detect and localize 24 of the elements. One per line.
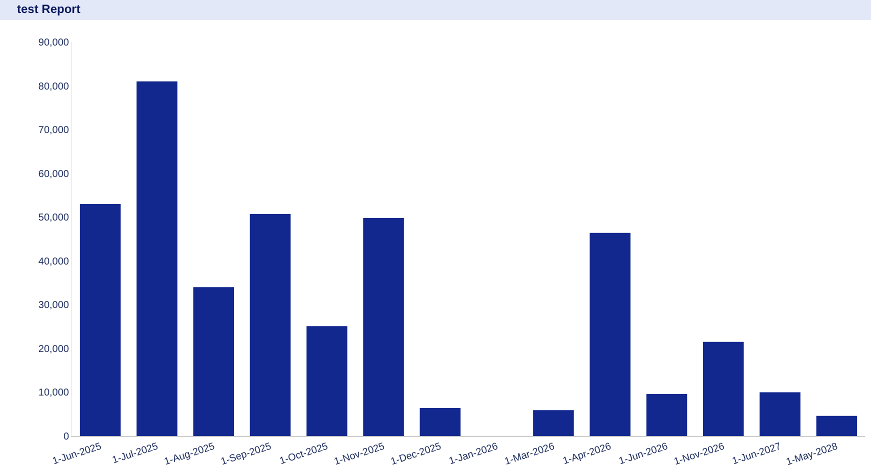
y-tick-label: 10,000 bbox=[38, 388, 70, 399]
bar bbox=[363, 218, 404, 436]
y-tick-label: 30,000 bbox=[38, 300, 70, 312]
bar bbox=[760, 392, 800, 436]
y-tick-label: 40,000 bbox=[38, 256, 70, 268]
bar bbox=[420, 408, 461, 436]
bar bbox=[250, 214, 291, 436]
bar bbox=[816, 416, 858, 436]
chart-title: test Report bbox=[0, 0, 871, 20]
bar bbox=[306, 326, 348, 436]
y-tick-label: 20,000 bbox=[38, 344, 70, 355]
y-tick-label: 0 bbox=[63, 432, 70, 442]
y-tick-label: 90,000 bbox=[38, 38, 70, 48]
bar bbox=[193, 287, 234, 436]
bar bbox=[80, 204, 121, 436]
bar bbox=[590, 232, 630, 436]
bar bbox=[646, 394, 688, 436]
bar bbox=[136, 81, 178, 436]
bar bbox=[703, 342, 744, 436]
y-tick-label: 80,000 bbox=[38, 81, 70, 92]
y-tick-label: 60,000 bbox=[38, 168, 70, 180]
bar bbox=[533, 410, 574, 436]
y-tick-label: 70,000 bbox=[38, 125, 70, 136]
y-tick-label: 50,000 bbox=[38, 212, 70, 224]
